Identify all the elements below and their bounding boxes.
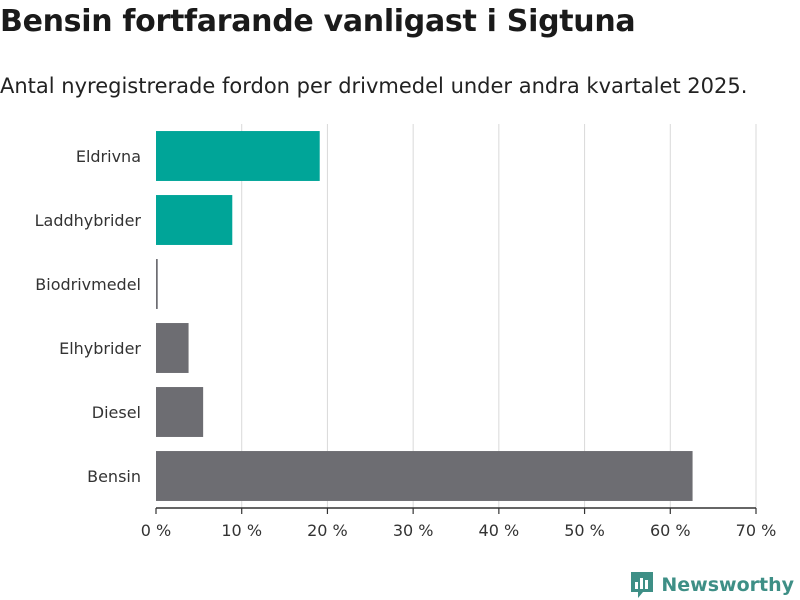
- x-tick-label: 70 %: [736, 521, 777, 540]
- x-tick-label: 20 %: [307, 521, 348, 540]
- bar-biodrivmedel: [156, 259, 158, 309]
- x-tick-label: 40 %: [479, 521, 520, 540]
- category-label: Bensin: [87, 467, 141, 486]
- category-label: Eldrivna: [76, 147, 141, 166]
- x-tick-label: 30 %: [393, 521, 434, 540]
- bar-bensin: [156, 451, 693, 501]
- x-tick-label: 10 %: [221, 521, 262, 540]
- brand-name: Newsworthy: [661, 574, 794, 596]
- chart-title: Bensin fortfarande vanligast i Sigtuna: [0, 4, 636, 39]
- bar-laddhybrider: [156, 195, 233, 245]
- category-label: Diesel: [92, 403, 141, 422]
- x-tick-label: 0 %: [141, 521, 171, 540]
- category-label: Elhybrider: [59, 339, 141, 358]
- x-tick-label: 60 %: [650, 521, 691, 540]
- brand-logo: Newsworthy: [629, 570, 794, 600]
- category-label: Laddhybrider: [35, 211, 142, 230]
- x-tick-label: 50 %: [564, 521, 605, 540]
- bar-eldrivna: [156, 131, 320, 181]
- category-label: Biodrivmedel: [35, 275, 141, 294]
- bar-elhybrider: [156, 323, 189, 373]
- newsworthy-logo-icon: [631, 572, 654, 598]
- chart-subtitle: Antal nyregistrerade fordon per drivmede…: [0, 74, 748, 98]
- bar-diesel: [156, 387, 204, 437]
